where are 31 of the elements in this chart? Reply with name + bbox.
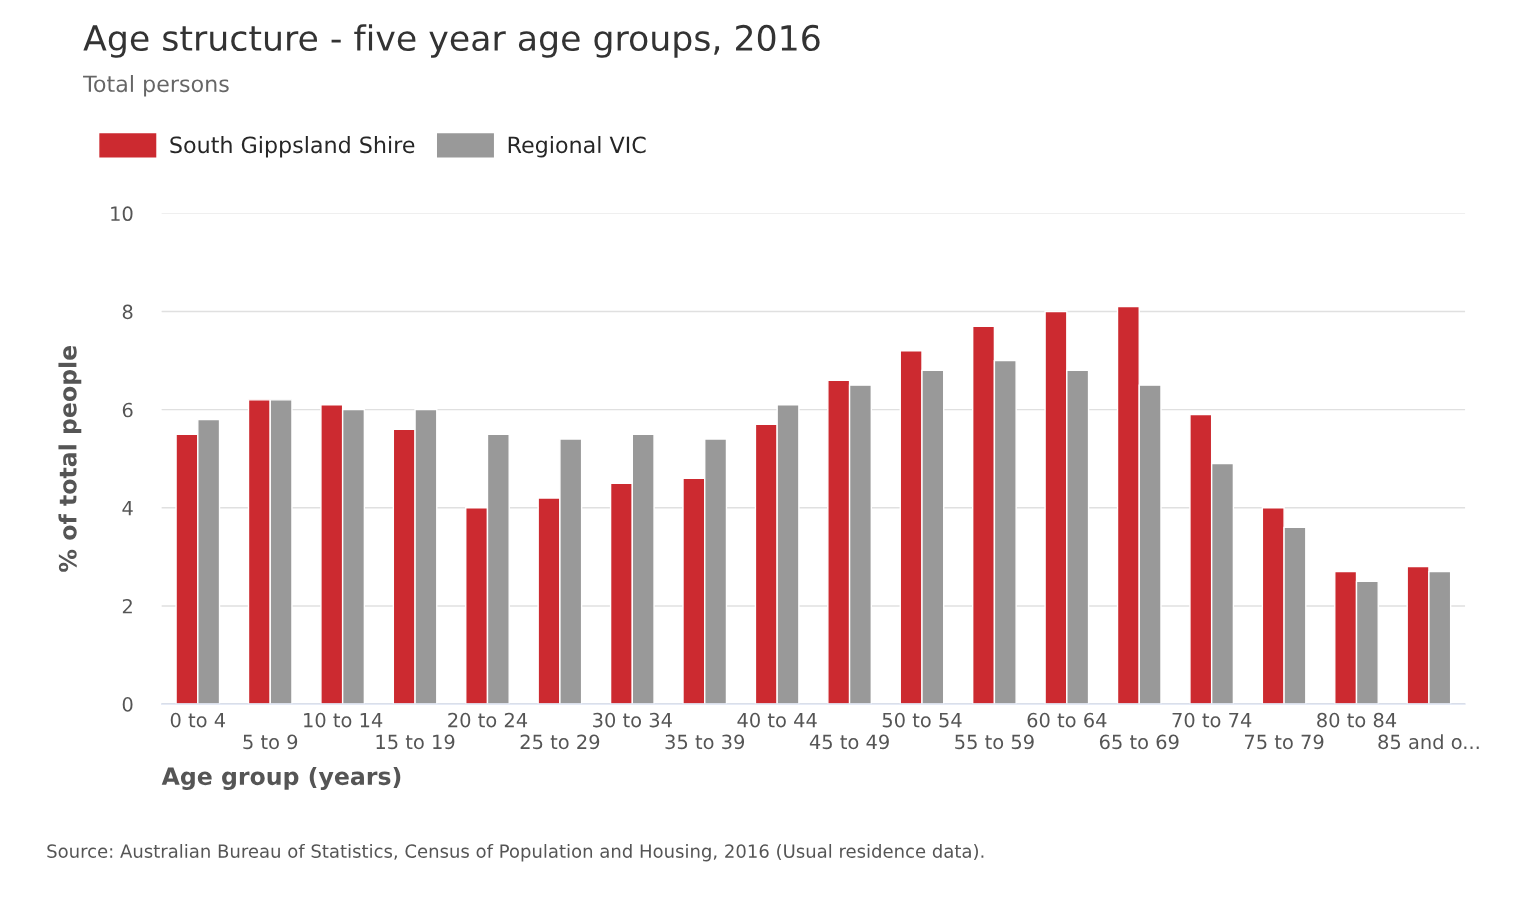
y-axis-title: % of total people (58, 345, 82, 572)
x-tick-label: 60 to 64 (1027, 712, 1107, 728)
chart-title: Age structure - five year age groups, 2016 (83, 24, 820, 58)
x-tick-label: 70 to 74 (1172, 712, 1252, 728)
x-tick-label: 30 to 34 (593, 712, 672, 728)
x-tick-label: 35 to 39 (665, 734, 745, 750)
x-tick-label: 50 to 54 (882, 712, 962, 728)
legend-label: Regional VIC (508, 136, 646, 158)
legend-label: South Gippsland Shire (170, 136, 415, 158)
chart-subtitle: Total persons (83, 74, 229, 97)
source-note: Source: Australian Bureau of Statistics, Census of Population and Housing, 2016 (Usual residence data). (47, 843, 984, 862)
y-tick-label: 6 (122, 402, 133, 418)
y-tick-label: 2 (122, 598, 132, 614)
y-tick-label: 4 (122, 501, 133, 516)
x-tick-label: 15 to 19 (376, 734, 455, 750)
x-tick-label: 85 and o... (1378, 734, 1479, 750)
x-tick-label: 65 to 69 (1099, 734, 1179, 750)
x-tick-label: 40 to 44 (737, 712, 817, 728)
x-tick-label: 20 to 24 (448, 712, 528, 728)
y-tick-label: 10 (111, 206, 133, 222)
y-tick-label: 0 (122, 697, 133, 712)
x-tick-label: 0 to 4 (170, 712, 226, 728)
x-tick-label: 5 to 9 (243, 734, 298, 750)
x-tick-label: 75 to 79 (1244, 734, 1324, 750)
x-tick-label: 25 to 29 (520, 734, 600, 750)
x-tick-label: 10 to 14 (304, 712, 383, 728)
x-axis-title: Age group (years) (161, 766, 401, 790)
x-tick-label: 55 to 59 (955, 734, 1034, 750)
y-tick-label: 8 (122, 304, 133, 320)
x-tick-label: 80 to 84 (1317, 712, 1397, 728)
x-tick-label: 45 to 49 (809, 734, 889, 750)
